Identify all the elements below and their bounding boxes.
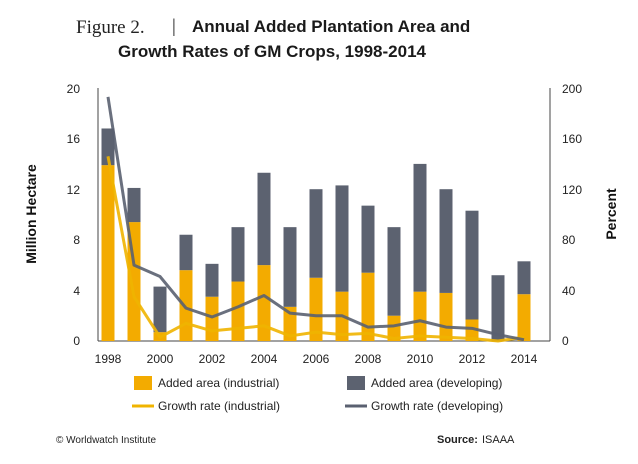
bar-industrial-2001 <box>179 270 193 341</box>
bar-developing-1998 <box>101 128 115 166</box>
x-tick-label: 2004 <box>251 352 278 366</box>
y-tick-label-left: 0 <box>73 334 80 348</box>
chart-title-line-1: Annual Added Plantation Area and <box>192 17 470 36</box>
bar-group <box>101 128 531 341</box>
source-label: Source: <box>437 434 478 446</box>
y-tick-label-left: 12 <box>67 183 81 197</box>
bar-industrial-2012 <box>465 319 479 341</box>
y-ticks-right: 0 40 80 120 160 200 <box>562 82 582 348</box>
y-axis-title-left: Million Hectare <box>23 164 39 264</box>
bar-industrial-2002 <box>205 296 219 341</box>
bar-developing-2002 <box>205 263 219 297</box>
y-tick-label-right: 0 <box>562 334 569 348</box>
x-tick-label: 2014 <box>511 352 538 366</box>
bar-industrial-2008 <box>361 272 375 341</box>
legend: Added area (industrial) Added area (deve… <box>132 376 503 413</box>
bar-developing-2014 <box>517 261 531 295</box>
x-tick-label: 2002 <box>199 352 226 366</box>
bar-developing-2000 <box>153 286 167 333</box>
y-tick-label-left: 16 <box>67 132 81 146</box>
legend-label-developing-area: Added area (developing) <box>371 376 502 390</box>
bar-developing-2013 <box>491 275 505 341</box>
bar-industrial-2004 <box>257 265 271 341</box>
legend-swatch-developing <box>347 376 365 390</box>
bar-developing-2006 <box>309 189 323 278</box>
figure-separator: | <box>172 16 176 37</box>
y-tick-label-left: 8 <box>73 233 80 247</box>
bar-industrial-2005 <box>283 306 297 341</box>
legend-label-industrial-area: Added area (industrial) <box>158 376 279 390</box>
y-tick-label-left: 4 <box>73 284 80 298</box>
bar-developing-2012 <box>465 210 479 320</box>
line-group <box>106 96 525 343</box>
bar-industrial-1998 <box>101 165 115 341</box>
figure-label: Figure 2. <box>76 17 145 38</box>
y-tick-label-left: 20 <box>67 82 81 96</box>
y-tick-label-right: 200 <box>562 82 582 96</box>
x-tick-label: 1998 <box>95 352 122 366</box>
bar-industrial-2009 <box>387 315 401 341</box>
bar-developing-2003 <box>231 227 245 282</box>
chart-title-line-2: Growth Rates of GM Crops, 1998-2014 <box>118 42 427 61</box>
y-tick-label-right: 40 <box>562 284 576 298</box>
source-value: ISAAA <box>482 434 515 446</box>
bar-developing-2005 <box>283 227 297 307</box>
bar-developing-2011 <box>439 189 453 293</box>
copyright-text: © Worldwatch Institute <box>56 435 156 446</box>
x-tick-label: 2012 <box>459 352 486 366</box>
line-industrial-growth <box>106 156 525 343</box>
line-developing-growth <box>106 96 525 342</box>
y-axis-title-right: Percent <box>603 188 619 240</box>
bar-developing-2008 <box>361 205 375 273</box>
legend-label-industrial-growth: Growth rate (industrial) <box>158 399 280 413</box>
bar-developing-2009 <box>387 227 401 316</box>
legend-label-developing-growth: Growth rate (developing) <box>371 399 503 413</box>
bar-developing-2004 <box>257 172 271 266</box>
x-tick-label: 2008 <box>355 352 382 366</box>
y-tick-label-right: 120 <box>562 183 582 197</box>
bar-developing-1999 <box>127 187 141 223</box>
bar-industrial-2003 <box>231 281 245 341</box>
bar-developing-2007 <box>335 185 349 292</box>
bar-industrial-2014 <box>517 294 531 341</box>
x-tick-label: 2010 <box>407 352 434 366</box>
source-credit: Source: ISAAA <box>437 434 515 446</box>
y-tick-label-right: 160 <box>562 132 582 146</box>
bar-developing-2010 <box>413 163 427 292</box>
x-ticks: 1998 2000 2002 2004 2006 2008 2010 2012 … <box>95 352 538 366</box>
y-tick-label-right: 80 <box>562 233 576 247</box>
x-tick-label: 2006 <box>303 352 330 366</box>
y-ticks-left: 0 4 8 12 16 20 <box>67 82 81 348</box>
bar-industrial-2011 <box>439 292 453 341</box>
bar-industrial-2010 <box>413 291 427 341</box>
bar-industrial-2006 <box>309 277 323 341</box>
x-tick-label: 2000 <box>147 352 174 366</box>
legend-swatch-industrial <box>134 376 152 390</box>
bar-developing-2001 <box>179 234 193 271</box>
